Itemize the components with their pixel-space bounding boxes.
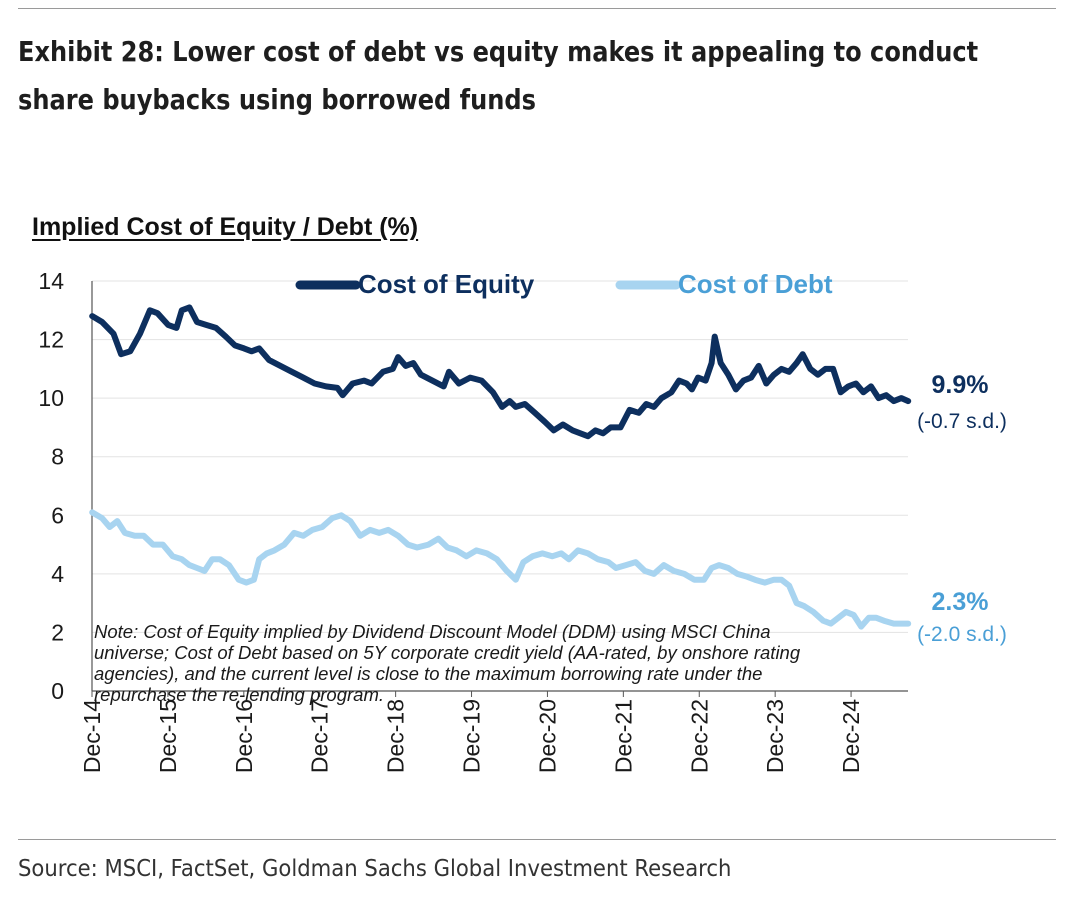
y-tick-label: 2 xyxy=(51,619,64,645)
top-rule xyxy=(18,8,1056,9)
y-tick-label: 12 xyxy=(38,327,64,353)
y-tick-label: 4 xyxy=(51,561,64,587)
source-note: Source: MSCI, FactSet, Goldman Sachs Glo… xyxy=(18,856,732,882)
legend-label: Cost of Debt xyxy=(678,269,833,299)
end-sd-label: (-2.0 s.d.) xyxy=(917,623,1007,646)
x-tick-label: Dec-19 xyxy=(459,699,485,773)
x-tick-label: Dec-17 xyxy=(307,699,333,773)
chart-note-line: agencies), and the current level is clos… xyxy=(94,663,762,684)
exhibit-title: Exhibit 28: Lower cost of debt vs equity… xyxy=(18,35,979,116)
y-tick-label: 10 xyxy=(38,385,64,411)
chart-note-line: Note: Cost of Equity implied by Dividend… xyxy=(94,621,771,642)
chart-note-line: universe; Cost of Debt based on 5Y corpo… xyxy=(94,642,801,663)
x-tick-label: Dec-15 xyxy=(155,699,181,773)
bottom-rule xyxy=(18,839,1056,840)
x-tick-label: Dec-16 xyxy=(231,699,257,773)
y-tick-label: 8 xyxy=(51,444,64,470)
series-line-cost-of-equity xyxy=(89,304,912,440)
x-tick-label: Dec-23 xyxy=(762,699,788,773)
x-tick-label: Dec-22 xyxy=(686,699,712,773)
x-tick-label: Dec-14 xyxy=(79,699,105,773)
y-tick-label: 0 xyxy=(51,678,64,704)
x-tick-label: Dec-20 xyxy=(534,699,560,773)
x-tick-label: Dec-24 xyxy=(838,699,864,773)
end-value-label: 2.3% xyxy=(932,588,989,616)
legend-label: Cost of Equity xyxy=(358,269,535,299)
end-sd-label: (-0.7 s.d.) xyxy=(917,410,1007,433)
chart-note-line: repurchase the re-lending program. xyxy=(94,684,384,705)
y-tick-label: 6 xyxy=(51,502,64,528)
chart-title: Implied Cost of Equity / Debt (%) xyxy=(32,213,419,241)
end-value-label: 9.9% xyxy=(932,371,989,399)
y-tick-label: 14 xyxy=(38,268,64,294)
series-line-cost-of-debt xyxy=(89,509,912,630)
x-tick-label: Dec-18 xyxy=(383,699,409,773)
x-tick-label: Dec-21 xyxy=(610,699,636,773)
